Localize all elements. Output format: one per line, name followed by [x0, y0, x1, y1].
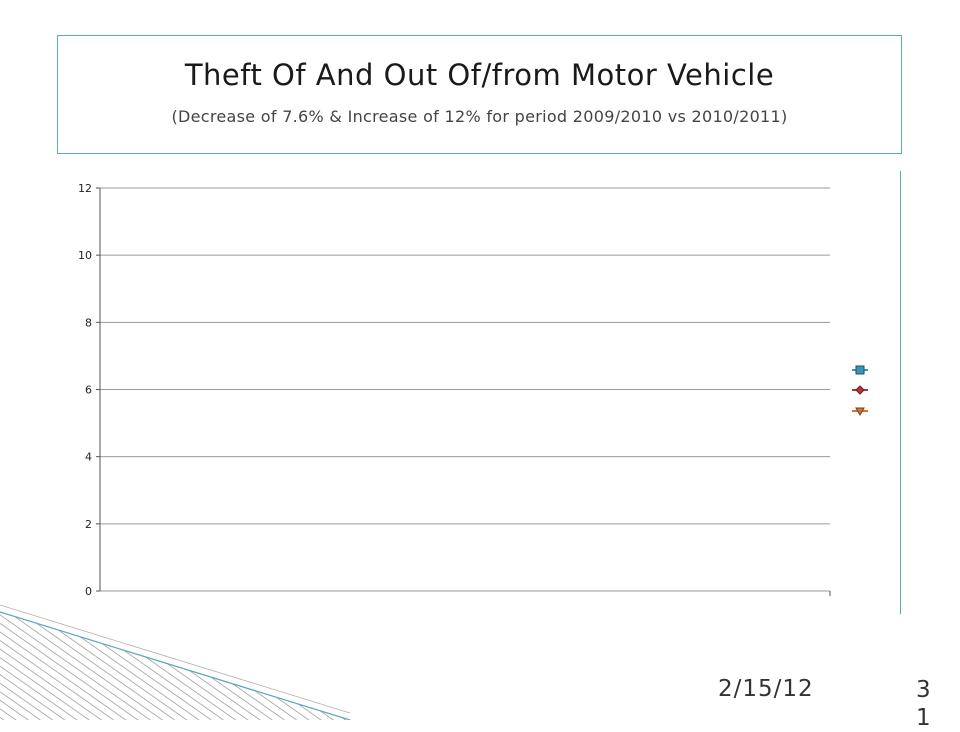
plot-area: [96, 187, 831, 596]
legend-marker-1: [855, 365, 865, 375]
slide-subtitle: (Decrease of 7.6% & Increase of 12% for …: [171, 107, 788, 126]
legend-marker-2: [855, 385, 865, 395]
title-box: Theft Of And Out Of/from Motor Vehicle (…: [57, 35, 902, 154]
y-tick-label: 10: [78, 249, 92, 262]
legend-marker-3: [855, 407, 865, 417]
y-tick-label: 6: [85, 384, 92, 397]
y-tick-label: 2: [85, 518, 92, 531]
corner-hatch-decoration: [0, 604, 351, 720]
legend: [852, 365, 868, 417]
slide-date: 2/15/12: [718, 676, 814, 702]
y-axis-labels: 0 2 4 6 8 10 12: [78, 182, 92, 598]
y-tick-label: 12: [78, 182, 92, 195]
y-tick-label: 0: [85, 585, 92, 598]
y-tick-label: 4: [85, 451, 92, 464]
right-accent-rule: [900, 171, 901, 614]
slide-title: Theft Of And Out Of/from Motor Vehicle: [184, 58, 775, 92]
slide-number: 31: [916, 677, 931, 731]
y-tick-label: 8: [85, 316, 92, 329]
